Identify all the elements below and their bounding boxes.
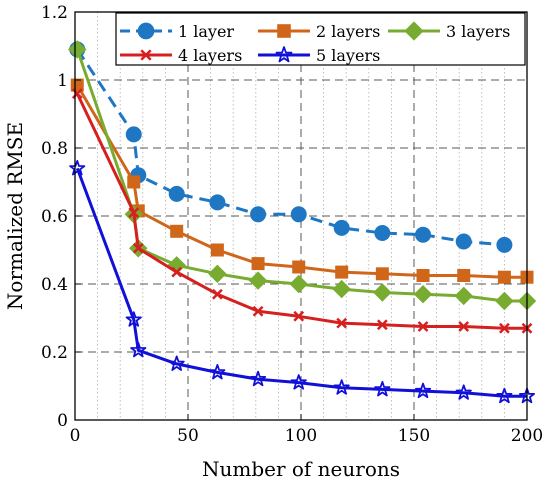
series-3-point: [289, 274, 308, 294]
series-4-point: [376, 319, 388, 331]
legend-box: [115, 12, 526, 66]
series-1-point: [125, 126, 142, 143]
series-1-point: [209, 194, 226, 211]
y-tick-label: 0: [57, 411, 68, 431]
y-tick-label: 1.2: [41, 3, 68, 23]
legend-marker: [277, 24, 291, 38]
series-5: [69, 159, 535, 404]
series-2-point: [457, 269, 471, 282]
y-tick-label: 0.4: [41, 275, 68, 295]
y-tick-label: 0.2: [41, 343, 68, 363]
x-tick-label: 100: [285, 426, 317, 446]
series-5-point: [496, 387, 513, 404]
series-2-point: [497, 270, 511, 284]
legend-label: 1 layer: [178, 22, 234, 41]
series-2-point: [292, 260, 306, 274]
series-5-point: [333, 379, 350, 395]
series-2-point: [170, 224, 184, 238]
series-1-point: [168, 185, 185, 202]
series-4-point: [211, 288, 223, 300]
series-2-point: [70, 78, 84, 92]
series-2-point: [127, 175, 141, 189]
series-5-point: [414, 382, 432, 399]
series-3-point: [454, 286, 473, 306]
series-4-point: [336, 317, 348, 329]
y-tick-label: 0.6: [41, 207, 68, 227]
y-tick-label: 0.8: [41, 139, 68, 159]
series-5-point: [69, 159, 86, 176]
series-2-point: [375, 267, 389, 281]
legend-label: 2 layers: [316, 22, 380, 41]
legend-entry-2: 2 layers: [258, 22, 380, 41]
x-tick-label: 50: [177, 426, 199, 446]
series-2-point: [210, 243, 224, 257]
series-2-point: [416, 269, 430, 282]
legend-marker: [404, 21, 424, 41]
legend-entry-3: 3 layers: [388, 21, 510, 41]
series-layer: [68, 40, 537, 404]
y-axis-label: Normalized RMSE: [3, 122, 27, 310]
series-3-point: [248, 271, 268, 290]
series-4-point: [128, 207, 140, 218]
legend-marker: [275, 46, 293, 63]
series-5-line: [75, 167, 527, 398]
series-4-point: [417, 321, 429, 332]
y-axis-ticks: 0 0.2 0.4 0.6 0.8 1 1.2: [41, 3, 81, 431]
series-3-point: [413, 284, 433, 304]
legend: 1 layer 2 layers 3 layers 4 layers 5 layers: [115, 12, 526, 66]
legend-label: 3 layers: [446, 22, 510, 41]
x-axis-ticks: 0 50 100 150 200: [70, 414, 543, 446]
series-4-point: [458, 321, 470, 332]
series-4-point: [252, 305, 264, 317]
series-4-point: [71, 88, 83, 99]
x-tick-label: 0: [70, 426, 81, 446]
series-5-point: [455, 384, 472, 400]
series-3-point: [373, 283, 392, 302]
series-3-point: [495, 291, 514, 311]
x-axis-label: Number of neurons: [202, 457, 400, 481]
series-3-point: [68, 40, 87, 59]
series-5-point: [249, 370, 267, 387]
legend-entry-1: 1 layer: [120, 22, 234, 41]
series-3-point: [208, 264, 227, 284]
x-tick-label: 150: [398, 426, 430, 446]
series-1-point: [333, 219, 350, 236]
legend-marker: [137, 22, 155, 40]
series-5-point: [130, 341, 147, 358]
series-1-point: [415, 226, 432, 243]
series-3-point: [332, 279, 351, 299]
series-2-point: [335, 265, 349, 279]
series-1-point: [290, 206, 307, 223]
series-5-point: [168, 355, 185, 371]
series-2-point: [251, 257, 265, 271]
legend-label: 4 layers: [178, 46, 242, 65]
legend-marker: [140, 49, 152, 61]
series-4-point: [171, 266, 183, 278]
grid: [75, 12, 527, 420]
series-5-point: [374, 380, 391, 397]
series-4-point: [132, 242, 144, 254]
series-5-point: [125, 311, 142, 327]
legend-entry-5: 5 layers: [258, 46, 380, 65]
legend-entry-4: 4 layers: [120, 46, 242, 65]
series-5-point: [209, 363, 226, 380]
series-4-point: [293, 310, 305, 322]
series-1-point: [455, 233, 472, 250]
x-tick-label: 200: [511, 426, 543, 446]
series-4-point: [499, 322, 510, 334]
y-tick-label: 1: [57, 71, 68, 91]
series-1-point: [496, 236, 513, 253]
series-5-point: [290, 374, 307, 390]
series-1-point: [374, 225, 391, 241]
legend-label: 5 layers: [316, 46, 380, 65]
series-4: [71, 88, 533, 334]
series-1-point: [250, 206, 267, 223]
